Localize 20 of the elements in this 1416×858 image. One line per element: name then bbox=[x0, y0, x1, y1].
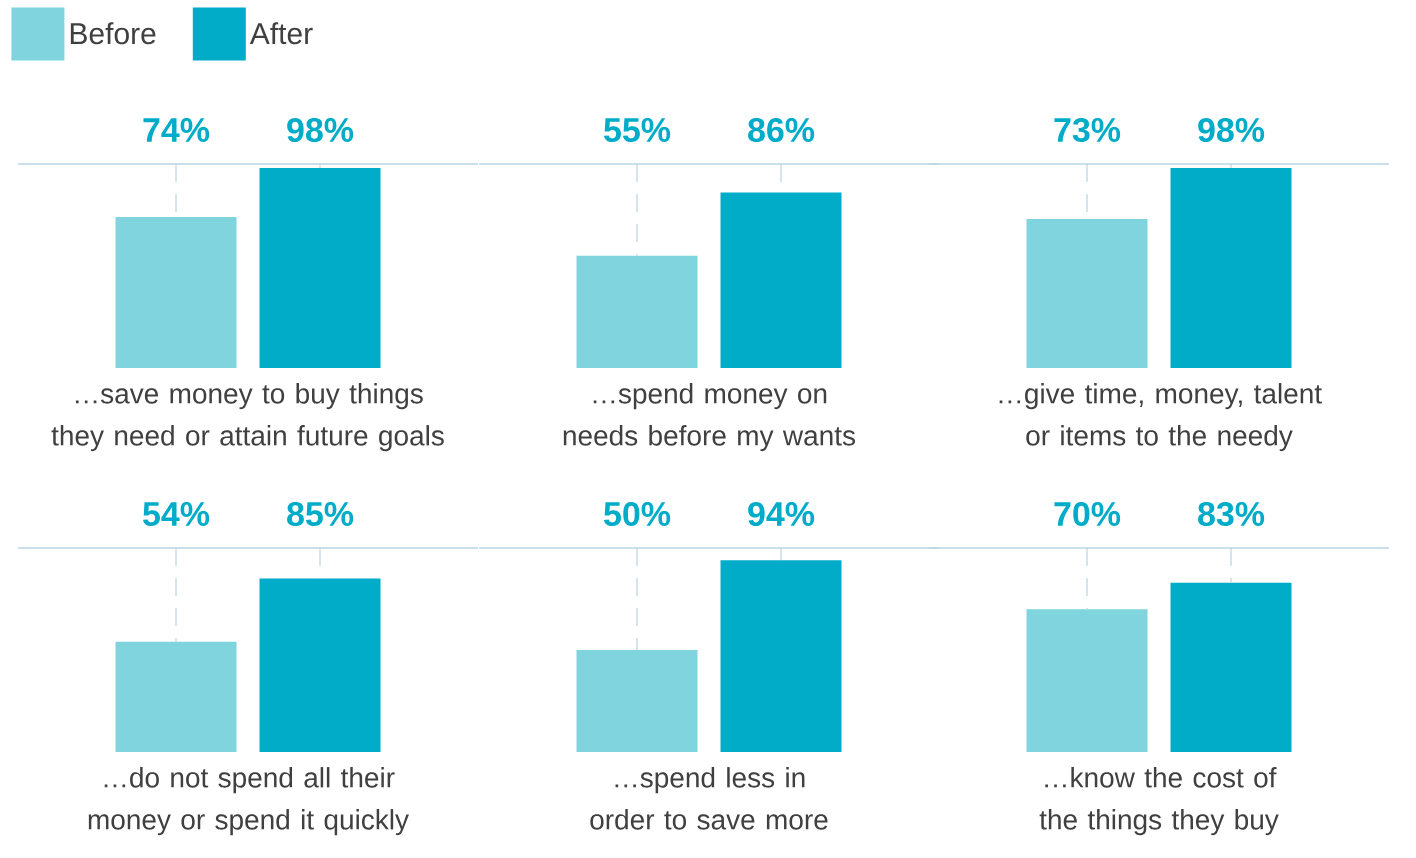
x-axis-title: …spend less in order to save more bbox=[590, 767, 828, 830]
data-label: 83% bbox=[1198, 501, 1265, 527]
data-label: 98% bbox=[287, 117, 354, 143]
x-axis-title: …spend money on needs before my wants bbox=[563, 383, 856, 452]
legend-label: Before bbox=[70, 22, 156, 45]
legend-label: After bbox=[249, 22, 313, 45]
data-label: 73% bbox=[1054, 117, 1121, 143]
data-label: 54% bbox=[143, 502, 210, 527]
data-label: 98% bbox=[1198, 117, 1265, 143]
data-label: 50% bbox=[604, 501, 671, 527]
data-label: 55% bbox=[604, 118, 671, 143]
x-axis-title: …do not spend all their money or spend it quickly bbox=[88, 767, 409, 836]
data-label: 94% bbox=[748, 501, 815, 527]
data-label: 70% bbox=[1054, 501, 1121, 527]
data-label: 86% bbox=[748, 117, 815, 143]
data-label: 74% bbox=[143, 118, 210, 142]
data-label: 85% bbox=[287, 501, 354, 527]
x-axis-title: …give time, money, talent or items to the needy bbox=[999, 383, 1322, 452]
x-axis-title: …know the cost of the things they buy bbox=[1039, 767, 1279, 836]
x-axis-title: …save money to buy things they need or attain future goals bbox=[51, 383, 444, 452]
